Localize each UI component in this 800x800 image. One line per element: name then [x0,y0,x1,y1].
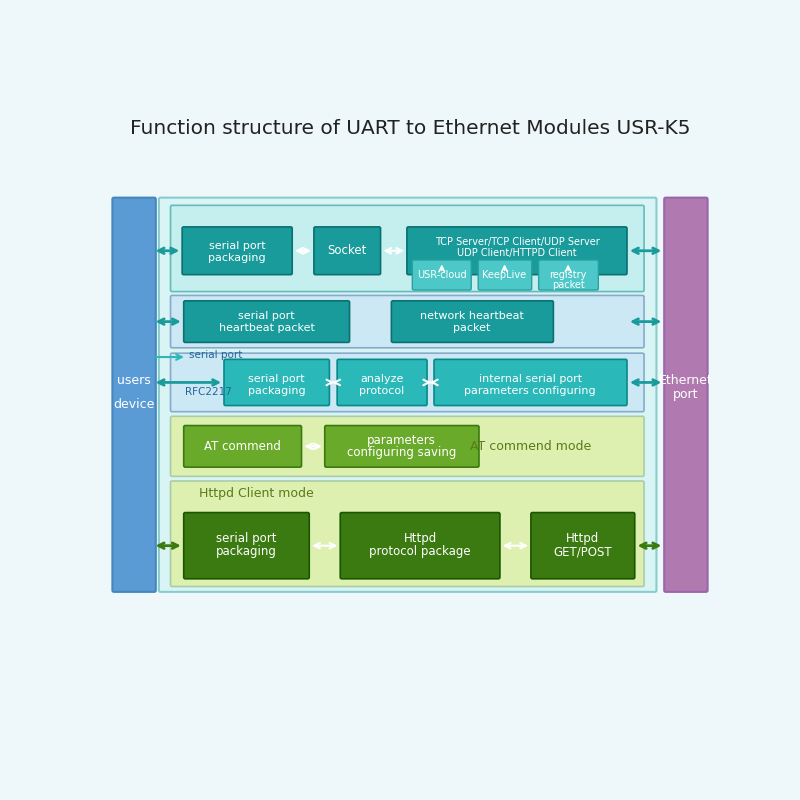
Text: packaging: packaging [248,386,306,396]
Text: heartbeat packet: heartbeat packet [218,322,314,333]
FancyBboxPatch shape [159,198,657,592]
FancyBboxPatch shape [184,513,310,578]
FancyBboxPatch shape [170,206,644,291]
FancyBboxPatch shape [538,260,598,290]
Text: internal serial port: internal serial port [478,374,582,384]
Text: serial port: serial port [248,374,305,384]
Text: serial port: serial port [209,241,266,251]
Text: serial port: serial port [189,350,242,361]
Text: packaging: packaging [216,546,277,558]
FancyBboxPatch shape [391,301,554,342]
Text: AT commend mode: AT commend mode [470,440,590,453]
FancyBboxPatch shape [434,359,627,406]
Text: UDP Client/HTTPD Client: UDP Client/HTTPD Client [457,248,577,258]
Text: Function structure of UART to Ethernet Modules USR-K5: Function structure of UART to Ethernet M… [130,119,690,138]
Text: KeepLive: KeepLive [482,270,526,281]
Text: parameters configuring: parameters configuring [464,386,596,396]
FancyBboxPatch shape [184,301,350,342]
FancyBboxPatch shape [478,260,532,290]
Text: GET/POST: GET/POST [554,546,612,558]
Text: Httpd: Httpd [566,532,599,546]
FancyBboxPatch shape [112,198,156,592]
FancyBboxPatch shape [170,416,644,476]
Text: Ethernet: Ethernet [659,374,713,387]
Text: TCP Server/TCP Client/UDP Server: TCP Server/TCP Client/UDP Server [434,238,599,247]
Text: Httpd: Httpd [403,532,437,546]
FancyBboxPatch shape [325,426,479,467]
FancyBboxPatch shape [224,359,330,406]
Text: packaging: packaging [208,253,266,262]
FancyBboxPatch shape [337,359,427,406]
Text: parameters: parameters [367,434,436,447]
FancyBboxPatch shape [170,481,644,586]
FancyBboxPatch shape [412,260,471,290]
FancyBboxPatch shape [407,227,627,274]
Text: protocol: protocol [359,386,405,396]
FancyBboxPatch shape [184,426,302,467]
Text: Httpd Client mode: Httpd Client mode [199,487,314,500]
Text: port: port [673,388,698,402]
Text: configuring saving: configuring saving [346,446,456,459]
FancyBboxPatch shape [664,198,708,592]
Text: network heartbeat: network heartbeat [420,311,524,322]
FancyBboxPatch shape [531,513,634,578]
Text: analyze: analyze [361,374,404,384]
Text: users: users [118,374,151,387]
FancyBboxPatch shape [340,513,500,578]
Text: packet: packet [454,322,490,333]
Text: Socket: Socket [327,244,367,258]
Text: protocol package: protocol package [370,546,471,558]
Text: serial port: serial port [216,532,277,546]
FancyBboxPatch shape [170,353,644,412]
Text: RFC2217: RFC2217 [185,386,232,397]
Text: registry: registry [550,270,586,281]
Text: packet: packet [552,280,585,290]
FancyBboxPatch shape [314,227,381,274]
Text: USR-cloud: USR-cloud [417,270,466,281]
Text: serial port: serial port [238,311,295,322]
Text: AT commend: AT commend [204,440,281,453]
FancyBboxPatch shape [182,227,292,274]
Text: device: device [114,398,154,410]
FancyBboxPatch shape [170,295,644,348]
